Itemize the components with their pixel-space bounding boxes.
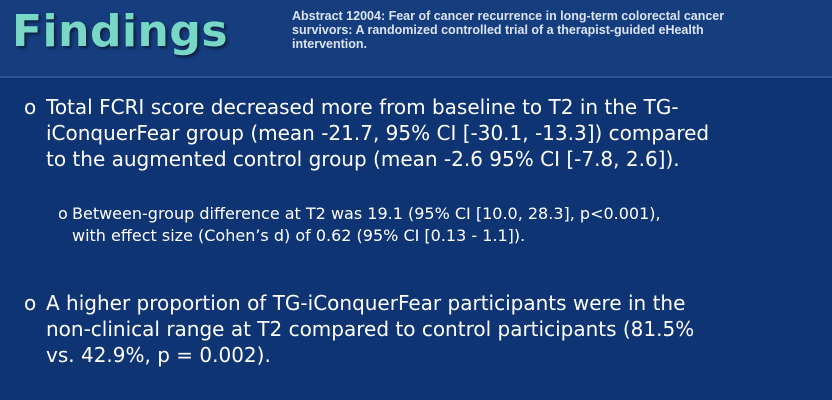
sub-bullet-text: Between-group difference at T2 was 19.1 …	[72, 203, 661, 247]
bullet-line: to the augmented control group (mean -2.…	[46, 147, 680, 171]
bullet-line: A higher proportion of TG-iConquerFear p…	[46, 291, 686, 315]
sub-bullet-line: Between-group difference at T2 was 19.1 …	[72, 204, 661, 223]
bullet-marker: o	[24, 95, 37, 119]
bullet-line: iConquerFear group (mean -21.7, 95% CI […	[46, 121, 710, 145]
sub-bullet-item: o Between-group difference at T2 was 19.…	[58, 203, 824, 249]
header-divider	[0, 76, 832, 78]
bullet-marker: o	[24, 291, 37, 315]
bullet-line: non-clinical range at T2 compared to con…	[46, 317, 695, 341]
header-band	[0, 0, 832, 76]
sub-bullet-marker: o	[58, 204, 68, 223]
bullet-line: vs. 42.9%, p = 0.002).	[46, 343, 271, 367]
bullet-text: Total FCRI score decreased more from bas…	[46, 94, 709, 172]
sub-bullet-line: with effect size (Cohen’s d) of 0.62 (95…	[72, 226, 526, 245]
slide-title: Findings	[12, 6, 229, 57]
bullet-text: A higher proportion of TG-iConquerFear p…	[46, 290, 694, 368]
bullet-item: o A higher proportion of TG-iConquerFear…	[24, 290, 824, 370]
abstract-title: Abstract 12004: Fear of cancer recurrenc…	[292, 9, 725, 51]
bullet-item: o Total FCRI score decreased more from b…	[24, 94, 824, 174]
bullet-line: Total FCRI score decreased more from bas…	[46, 95, 679, 119]
